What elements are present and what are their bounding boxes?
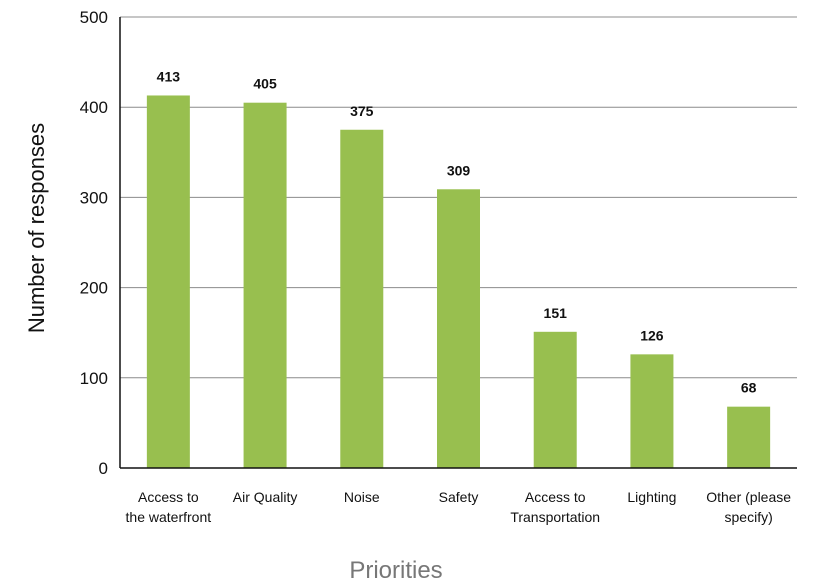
y-tick-label: 100 — [80, 369, 108, 388]
bars — [146, 95, 771, 469]
x-tick-label-line: Lighting — [627, 489, 676, 505]
x-tick-label-line: Other (please — [706, 489, 791, 505]
data-label: 68 — [741, 380, 757, 396]
x-tick-label-line: the waterfront — [126, 509, 212, 525]
data-label: 309 — [447, 162, 471, 178]
y-tick-label: 300 — [80, 188, 108, 207]
bar — [243, 102, 287, 468]
x-tick-label: Access to Transportation — [510, 489, 600, 525]
bar — [340, 129, 384, 468]
data-label: 151 — [544, 305, 568, 321]
y-tick-label: 200 — [80, 279, 108, 298]
x-tick-label: Access to the waterfront — [126, 489, 212, 525]
x-tick-label-line: Access to — [525, 489, 586, 505]
data-label: 405 — [253, 76, 277, 92]
bar — [630, 354, 674, 468]
axes — [119, 17, 797, 469]
y-axis-label: Number of responses — [24, 123, 49, 333]
x-tick-label: Noise — [344, 489, 380, 505]
y-tick-label: 400 — [80, 98, 108, 117]
data-label: 413 — [157, 68, 181, 84]
x-tick-label: Other (please specify) — [706, 489, 791, 525]
x-tick-label-line: Air Quality — [233, 489, 298, 505]
bar — [146, 95, 190, 468]
x-tick-label-line: Transportation — [510, 509, 600, 525]
data-label: 126 — [640, 327, 664, 343]
y-tick-labels: 0 100 200 300 400 500 — [80, 8, 108, 478]
x-tick-label-line: Noise — [344, 489, 380, 505]
bar — [533, 331, 577, 468]
x-tick-label: Safety — [439, 489, 479, 505]
data-labels: 413 405 375 309 151 126 68 — [157, 68, 757, 395]
x-tick-label-line: Access to — [138, 489, 199, 505]
x-tick-label: Air Quality — [233, 489, 298, 505]
y-tick-label: 0 — [99, 459, 108, 478]
x-tick-labels: Access to the waterfront Air Quality Noise S… — [126, 489, 792, 525]
bar — [437, 189, 480, 469]
x-tick-label: Lighting — [627, 489, 676, 505]
x-tick-label-line: Safety — [439, 489, 479, 505]
data-label: 375 — [350, 103, 374, 119]
bar — [727, 406, 771, 468]
x-tick-label-line: specify) — [725, 509, 773, 525]
x-axis-label: Priorities — [349, 557, 442, 584]
y-tick-label: 500 — [80, 8, 108, 27]
